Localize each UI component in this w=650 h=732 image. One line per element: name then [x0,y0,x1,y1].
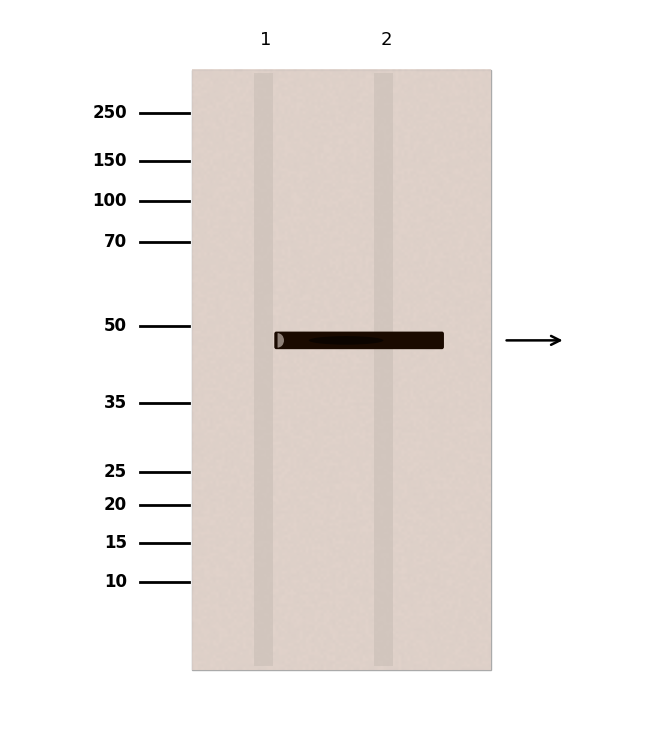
Text: 100: 100 [92,193,127,210]
Text: 50: 50 [104,317,127,335]
Text: 2: 2 [381,31,393,49]
Bar [254,73,273,666]
Text: 250: 250 [92,105,127,122]
Text: 15: 15 [104,534,127,552]
Wedge shape [278,333,284,348]
FancyBboxPatch shape [274,332,444,349]
Text: 20: 20 [103,496,127,514]
Text: 10: 10 [104,573,127,591]
Bar [192,70,491,670]
Ellipse shape [309,336,384,345]
Text: 25: 25 [103,463,127,481]
Bar [374,73,393,666]
Text: 35: 35 [103,394,127,411]
Text: 1: 1 [259,31,271,49]
Text: 150: 150 [92,152,127,170]
Text: 70: 70 [103,233,127,250]
